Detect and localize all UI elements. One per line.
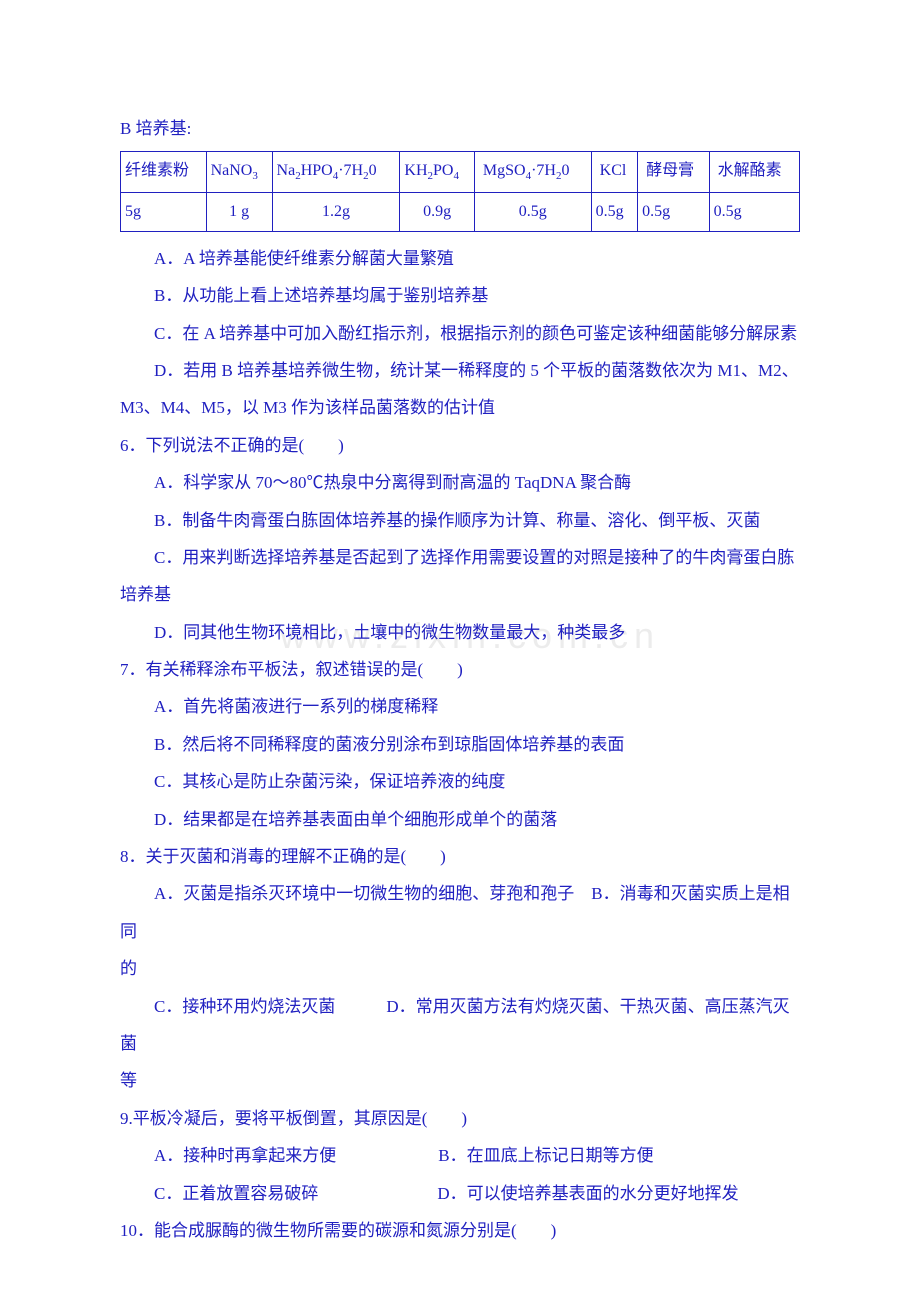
- q5-option-a: A．A 培养基能使纤维素分解菌大量繁殖: [120, 240, 800, 277]
- val-1: 1 g: [206, 193, 272, 232]
- q7-option-b: B．然后将不同稀释度的菌液分别涂布到琼脂固体培养基的表面: [120, 726, 800, 763]
- q9-option-c: C．正着放置容易破碎: [154, 1184, 318, 1203]
- q9-stem: 9.平板冷凝后，要将平板倒置，其原因是( ): [120, 1100, 800, 1137]
- val-0: 5g: [121, 193, 207, 232]
- table-row: 纤维素粉 NaNO3 Na2HPO4·7H20 KH2PO4 MgSO4·7H2…: [121, 152, 800, 193]
- hdr-6: 酵母膏: [638, 152, 710, 193]
- q5-option-c: C．在 A 培养基中可加入酚红指示剂，根据指示剂的颜色可鉴定该种细菌能够分解尿素: [120, 315, 800, 352]
- q7-option-c: C．其核心是防止杂菌污染，保证培养液的纯度: [120, 763, 800, 800]
- q8-option-cd-line2: 等: [120, 1062, 800, 1099]
- q8-stem: 8．关于灭菌和消毒的理解不正确的是( ): [120, 838, 800, 875]
- q7-option-d: D．结果都是在培养基表面由单个细胞形成单个的菌落: [120, 801, 800, 838]
- q5-option-d-line1: D．若用 B 培养基培养微生物，统计某一稀释度的 5 个平板的菌落数依次为 M1…: [120, 352, 800, 389]
- hdr-0: 纤维素粉: [121, 152, 207, 193]
- hdr-5: KCl: [591, 152, 638, 193]
- q6-option-c-line1: C．用来判断选择培养基是否起到了选择作用需要设置的对照是接种了的牛肉膏蛋白胨: [120, 539, 800, 576]
- q10-stem: 10．能合成脲酶的微生物所需要的碳源和氮源分别是( ): [120, 1212, 800, 1249]
- q9-option-a: A．接种时再拿起来方便: [154, 1146, 336, 1165]
- q7-option-a: A．首先将菌液进行一系列的梯度稀释: [120, 688, 800, 725]
- val-4: 0.5g: [474, 193, 591, 232]
- q8-option-ab-line1: A．灭菌是指杀灭环境中一切微生物的细胞、芽孢和孢子 B．消毒和灭菌实质上是相同: [120, 875, 800, 950]
- q8-option-ab-line2: 的: [120, 950, 800, 987]
- q8-option-cd-line1: C．接种环用灼烧法灭菌 D．常用灭菌方法有灼烧灭菌、干热灭菌、高压蒸汽灭菌: [120, 988, 800, 1063]
- q6-option-a: A．科学家从 70～80℃热泉中分离得到耐高温的 TaqDNA 聚合酶: [120, 464, 800, 501]
- q9-option-d: D．可以使培养基表面的水分更好地挥发: [437, 1184, 738, 1203]
- document-body: B 培养基: 纤维素粉 NaNO3 Na2HPO4·7H20 KH2PO4 Mg…: [120, 110, 800, 1249]
- val-7: 0.5g: [709, 193, 799, 232]
- q6-stem: 6．下列说法不正确的是( ): [120, 427, 800, 464]
- hdr-2: Na2HPO4·7H20: [272, 152, 400, 193]
- q9-options-ab: A．接种时再拿起来方便 B．在皿底上标记日期等方便: [120, 1137, 800, 1174]
- hdr-1: NaNO3: [206, 152, 272, 193]
- val-2: 1.2g: [272, 193, 400, 232]
- val-5: 0.5g: [591, 193, 638, 232]
- q6-option-d: D．同其他生物环境相比，土壤中的微生物数量最大，种类最多: [120, 614, 800, 651]
- q7-stem: 7．有关稀释涂布平板法，叙述错误的是( ): [120, 651, 800, 688]
- table-b: 纤维素粉 NaNO3 Na2HPO4·7H20 KH2PO4 MgSO4·7H2…: [120, 151, 800, 231]
- table-row: 5g 1 g 1.2g 0.9g 0.5g 0.5g 0.5g 0.5g: [121, 193, 800, 232]
- q6-option-b: B．制备牛肉膏蛋白胨固体培养基的操作顺序为计算、称量、溶化、倒平板、灭菌: [120, 502, 800, 539]
- q5-option-b: B．从功能上看上述培养基均属于鉴别培养基: [120, 277, 800, 314]
- hdr-4: MgSO4·7H20: [474, 152, 591, 193]
- val-3: 0.9g: [400, 193, 475, 232]
- table-b-title: B 培养基:: [120, 110, 800, 147]
- q6-option-c-line2: 培养基: [120, 576, 800, 613]
- hdr-3: KH2PO4: [400, 152, 475, 193]
- q9-options-cd: C．正着放置容易破碎 D．可以使培养基表面的水分更好地挥发: [120, 1175, 800, 1212]
- hdr-7: 水解酪素: [709, 152, 799, 193]
- q9-option-b: B．在皿底上标记日期等方便: [438, 1146, 653, 1165]
- q5-option-d-line2: M3、M4、M5，以 M3 作为该样品菌落数的估计值: [120, 389, 800, 426]
- val-6: 0.5g: [638, 193, 710, 232]
